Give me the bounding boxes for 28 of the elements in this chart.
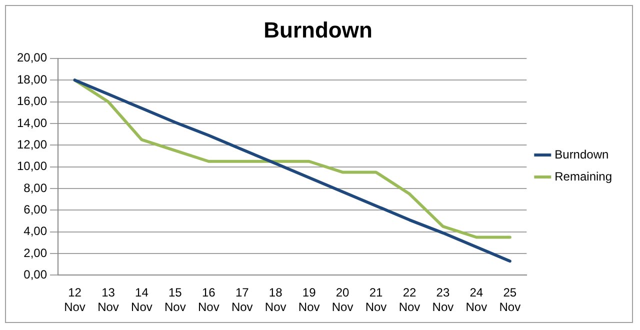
x-tick-label: 17 Nov (231, 286, 253, 314)
x-tick-label: 14 Nov (131, 286, 152, 314)
legend-label: Remaining (554, 169, 612, 184)
x-tick-label: 22 Nov (398, 286, 420, 314)
x-tick-label: 13 Nov (98, 286, 119, 314)
y-tick-label: 2,00 (24, 246, 48, 260)
legend-label: Burndown (554, 147, 609, 162)
x-tick-label: 23 Nov (432, 286, 454, 314)
x-tick-label: 15 Nov (164, 286, 186, 314)
x-tick-label: 18 Nov (264, 286, 286, 314)
y-tick-label: 10,00 (17, 159, 48, 174)
x-tick-label: 20 Nov (332, 286, 354, 314)
y-tick-label: 14,00 (17, 116, 48, 130)
y-tick-label: 16,00 (17, 94, 48, 108)
y-tick-label: 6,00 (24, 202, 48, 216)
y-tick-label: 0,00 (24, 268, 48, 282)
chart-title: Burndown (264, 17, 372, 42)
x-tick-label: 25 Nov (499, 286, 521, 314)
y-tick-label: 20,00 (17, 50, 48, 65)
x-tick-label: 21 Nov (365, 286, 387, 314)
y-tick-label: 12,00 (17, 137, 48, 152)
y-tick-label: 18,00 (17, 72, 48, 86)
x-tick-label: 16 Nov (198, 286, 220, 314)
x-tick-label: 24 Nov (466, 286, 488, 314)
y-tick-label: 8,00 (24, 180, 48, 195)
x-tick-label: 12 Nov (64, 286, 86, 314)
y-tick-label: 4,00 (24, 224, 48, 238)
x-tick-label: 19 Nov (298, 286, 320, 314)
